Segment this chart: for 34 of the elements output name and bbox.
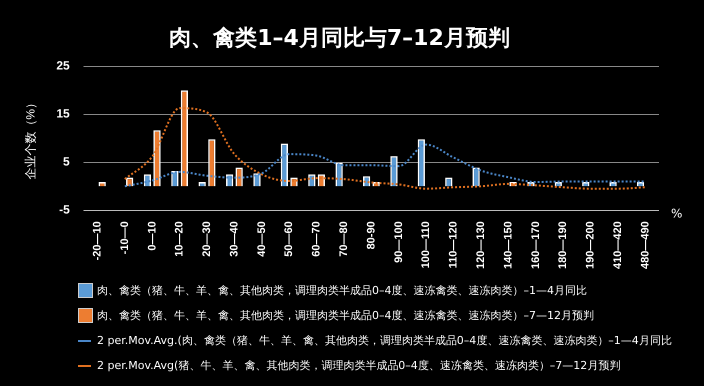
y-tick-label: -5 — [59, 202, 70, 217]
legend-label: 肉、禽类（猪、牛、羊、禽、其他肉类，调理肉类半成品0–4度、速冻禽类、速冻肉类）–7—12月预判 — [97, 308, 594, 324]
x-tick-label: 0—10 — [146, 221, 158, 251]
x-tick-label: 480—490 — [639, 221, 652, 270]
x-tick-label: 20—30 — [201, 221, 214, 257]
x-tick-label: 60—70 — [310, 221, 323, 257]
y-axis-title: 企业个数（%） — [24, 97, 38, 180]
x-axis-title: % — [671, 206, 682, 220]
line-series — [124, 144, 646, 188]
x-tick-label: 100—110 — [420, 221, 432, 268]
x-tick-label: 120—130 — [474, 221, 487, 270]
x-tick-label: 140—150 — [502, 221, 514, 270]
x-tick-label: 110—120 — [448, 221, 460, 268]
x-tick-label: 90—100 — [392, 221, 405, 263]
x-tick-label: 190—200 — [584, 221, 597, 270]
x-tick-label: 410—420 — [612, 221, 624, 270]
legend-label: 肉、禽类（猪、牛、羊、禽、其他肉类，调理肉类半成品0–4度、速冻禽类、速冻肉类）–1—4月同比 — [97, 283, 587, 299]
y-tick-label: 25 — [56, 58, 70, 73]
x-tick-label: -20—10 — [91, 221, 104, 260]
x-tick-label: -10—0 — [118, 221, 131, 254]
x-tick-label: 80-90 — [365, 221, 378, 250]
x-tick-label: 40—50 — [256, 221, 268, 257]
chart-title: 肉、禽类1–4月同比与7–12月预判 — [169, 26, 510, 51]
x-tick-label: 180—190 — [557, 221, 570, 270]
y-tick-label: 5 — [63, 154, 70, 169]
x-tick-label: 70—80 — [338, 221, 350, 257]
x-tick-label: 10—20 — [174, 221, 186, 257]
x-tick-label: 50—60 — [283, 221, 296, 257]
y-tick-label: 15 — [56, 106, 70, 121]
legend-label: 2 per.Mov.Avg.(肉、禽类（猪、牛、羊、禽、其他肉类，调理肉类半成品0–4度、速冻禽类、速冻肉类）–1—4月同比 — [97, 333, 672, 349]
x-tick-label: 160—170 — [530, 221, 542, 270]
x-tick-label: 30—40 — [228, 221, 240, 257]
line-series — [124, 107, 646, 190]
legend-label: 2 per.Mov.Avg(猪、牛、羊、禽、其他肉类，调理肉类半成品0–4度、速冻禽类、速冻肉类）–7—12月预判 — [97, 358, 620, 374]
